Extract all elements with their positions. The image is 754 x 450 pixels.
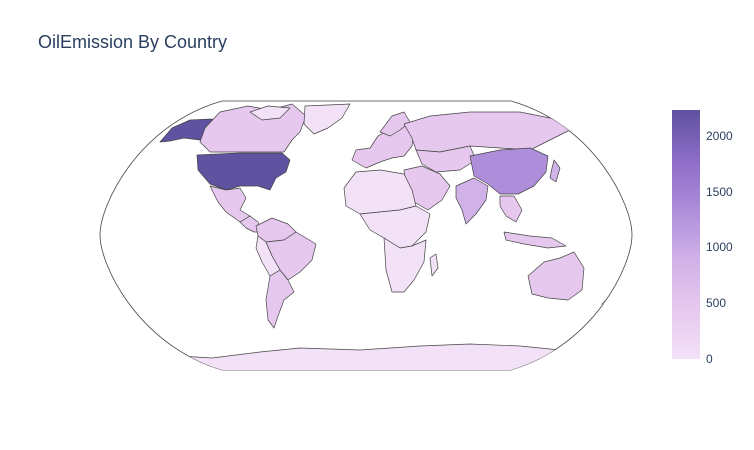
region-madagascar[interactable] — [429, 253, 439, 277]
region-australia[interactable] — [527, 251, 585, 301]
region-japan[interactable] — [549, 159, 561, 183]
region-arctic-islands[interactable] — [249, 105, 291, 121]
colorbar-tick-label: 1000 — [706, 240, 733, 255]
region-southeast-asia[interactable] — [499, 195, 523, 223]
region-mexico[interactable] — [209, 185, 251, 223]
colorbar-tick-label: 500 — [706, 296, 727, 311]
colorbar — [672, 110, 700, 359]
region-china[interactable] — [469, 147, 549, 195]
region-antarctica[interactable] — [100, 343, 640, 380]
region-indonesia[interactable] — [503, 231, 567, 249]
region-africa-north[interactable] — [343, 169, 417, 215]
region-africa-south[interactable] — [383, 237, 427, 293]
region-united-states[interactable] — [196, 152, 291, 191]
globe-frame — [99, 100, 633, 371]
region-greenland[interactable] — [303, 103, 351, 135]
region-argentina[interactable] — [265, 269, 295, 329]
chart-title: OilEmission By Country — [38, 32, 228, 52]
region-central-asia[interactable] — [415, 145, 477, 173]
region-india[interactable] — [455, 177, 489, 225]
colorbar-tick-label: 0 — [706, 352, 713, 366]
colorbar-tick-label: 1500 — [706, 184, 733, 199]
region-africa-central[interactable] — [359, 205, 431, 249]
colorbar-tick-label: 2000 — [706, 128, 733, 143]
